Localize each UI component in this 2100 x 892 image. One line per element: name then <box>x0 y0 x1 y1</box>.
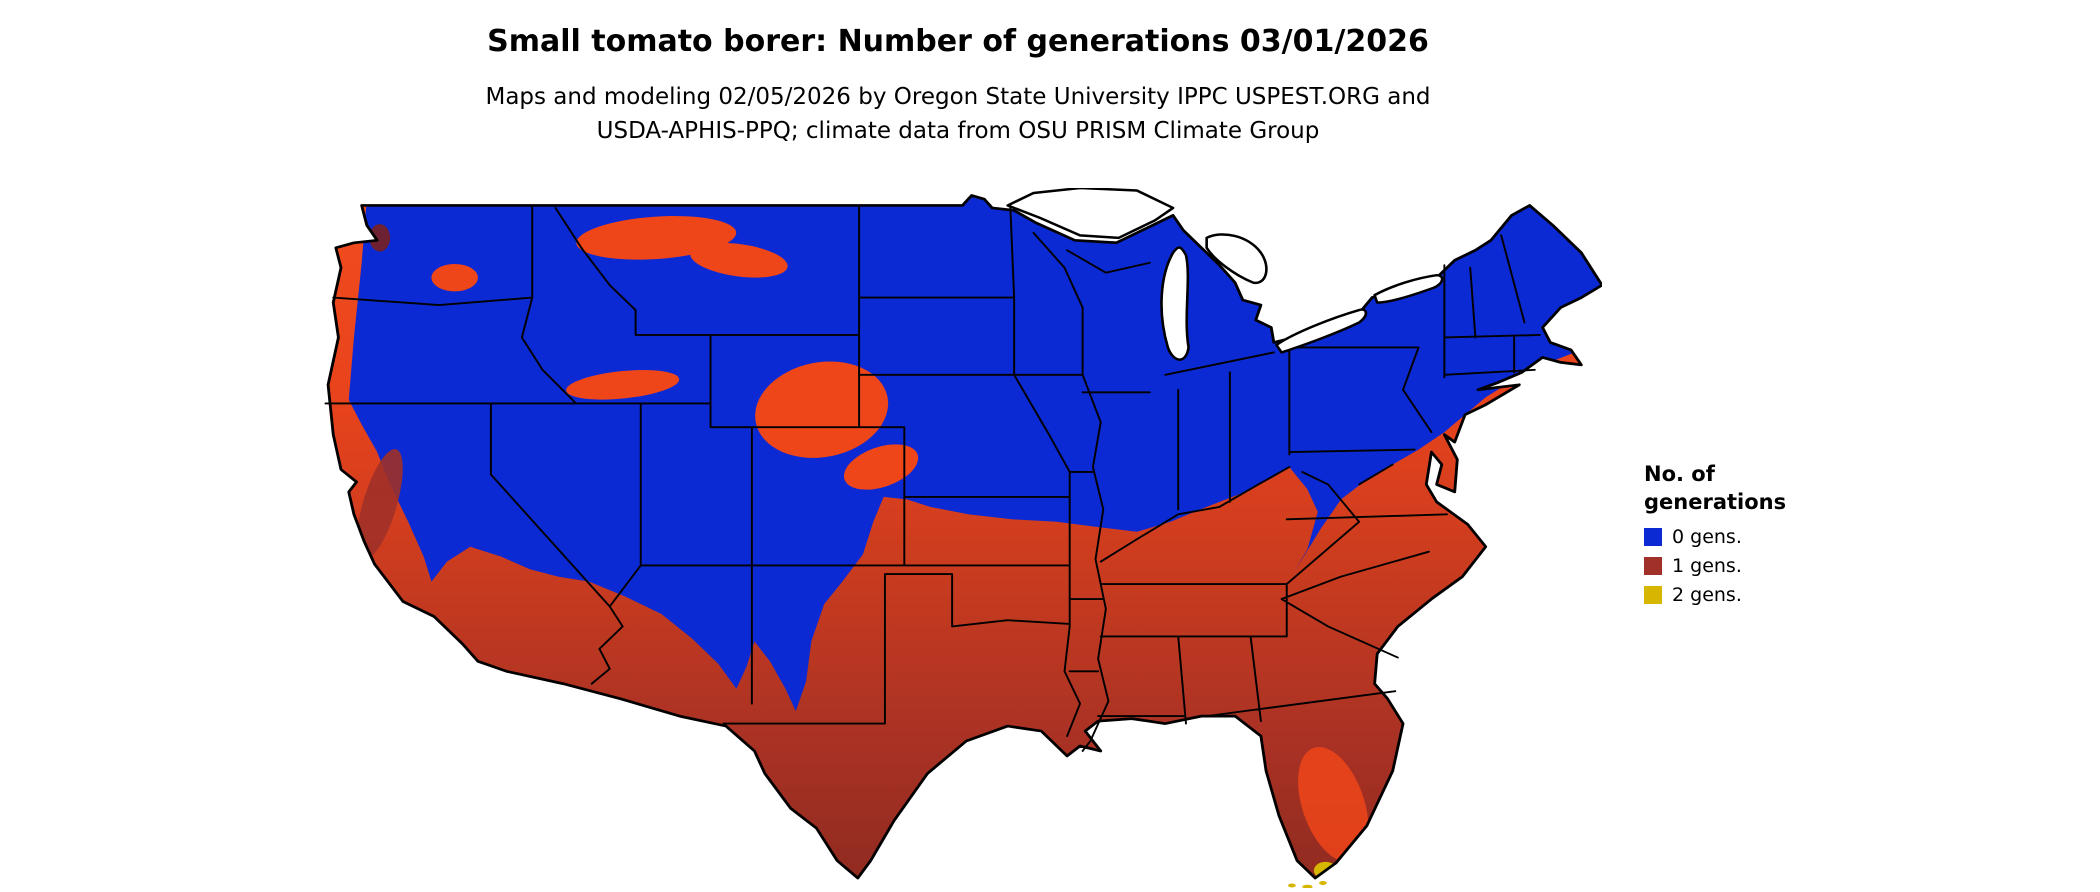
warm-patch-snake-river-plain <box>566 370 680 400</box>
warm-patch-florida-peninsula <box>1298 746 1369 863</box>
lake-ontario <box>1373 273 1444 304</box>
warm-patch-central-plains <box>843 444 919 490</box>
florida-keys <box>1288 881 1327 888</box>
legend-label-0-gens: 0 gens. <box>1672 526 1742 548</box>
legend-swatch-1-gens <box>1644 557 1662 575</box>
legend: No. of generations 0 gens. 1 gens. 2 gen… <box>1644 460 1864 613</box>
state-borders <box>324 204 1541 752</box>
map-title: Small tomato borer: Number of generation… <box>487 24 1429 59</box>
us-generations-map <box>310 188 1602 888</box>
keys-speck <box>1319 881 1327 886</box>
warm-patch-columbia-basin <box>431 263 478 292</box>
legend-item-2-gens: 2 gens. <box>1644 584 1864 606</box>
subtitle-line-2: USDA-APHIS-PPQ; climate data from OSU PR… <box>596 118 1320 144</box>
keys-speck <box>1302 884 1313 888</box>
lake-erie <box>1275 308 1368 354</box>
legend-item-0-gens: 0 gens. <box>1644 526 1864 548</box>
legend-item-1-gens: 1 gens. <box>1644 555 1864 577</box>
lake-superior <box>1006 188 1175 240</box>
us-map-svg <box>324 188 1602 888</box>
warm-patch-nebraska-sandhills <box>755 361 889 458</box>
legend-label-2-gens: 2 gens. <box>1672 584 1742 606</box>
dark-patch-puget-sound <box>369 224 391 252</box>
great-lakes <box>1006 188 1444 361</box>
legend-swatch-2-gens <box>1644 586 1662 604</box>
warm-patch-west-dakotas <box>690 242 788 278</box>
map-subtitle: Maps and modeling 02/05/2026 by Oregon S… <box>0 80 1916 148</box>
legend-title: No. of generations <box>1644 460 1864 516</box>
transition-warm-patches <box>431 216 919 490</box>
keys-speck <box>1288 883 1296 888</box>
legend-title-line-1: No. of <box>1644 462 1715 486</box>
legend-title-line-2: generations <box>1644 490 1787 514</box>
subtitle-line-1: Maps and modeling 02/05/2026 by Oregon S… <box>485 84 1431 110</box>
dark-patch-central-valley <box>356 449 403 560</box>
legend-swatch-0-gens <box>1644 528 1662 546</box>
lake-huron <box>1205 233 1268 284</box>
legend-label-1-gens: 1 gens. <box>1672 555 1742 577</box>
us-outline <box>326 194 1602 880</box>
lake-michigan <box>1160 246 1190 361</box>
